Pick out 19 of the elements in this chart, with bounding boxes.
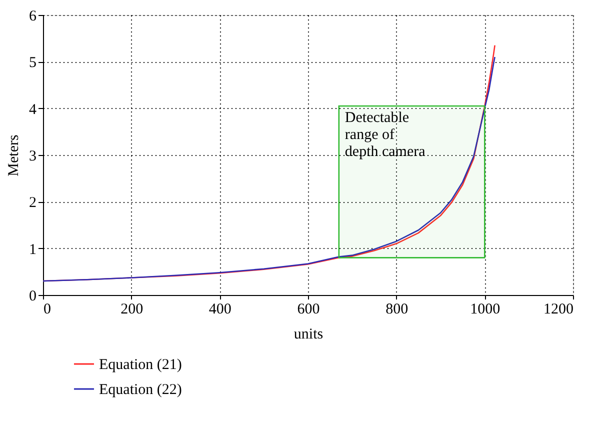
x-tick-label: 800 bbox=[386, 302, 408, 318]
x-tick-label: 600 bbox=[297, 302, 320, 318]
y-tick-label: 5 bbox=[29, 55, 36, 72]
x-tick-label: 1000 bbox=[470, 302, 500, 318]
y-tick-label: 0 bbox=[29, 288, 36, 304]
x-tick-label: 1200 bbox=[544, 302, 574, 318]
y-axis-title: Meters bbox=[6, 134, 22, 176]
y-tick-label: 3 bbox=[29, 148, 36, 164]
band-label: Detectable range of depth camera bbox=[344, 110, 426, 160]
x-axis-title: units bbox=[294, 326, 324, 342]
x-tick-label: 400 bbox=[208, 302, 232, 318]
y-tick-label: 6 bbox=[29, 8, 37, 24]
y-tick-label: 2 bbox=[29, 195, 36, 212]
x-tick-label: 0 bbox=[44, 302, 51, 318]
x-tick-label: 200 bbox=[120, 302, 144, 318]
y-tick-label: 4 bbox=[29, 102, 37, 118]
legend-label: Equation (22) bbox=[99, 382, 182, 398]
legend-label: Equation (21) bbox=[99, 357, 182, 373]
y-tick-label: 1 bbox=[29, 242, 36, 258]
